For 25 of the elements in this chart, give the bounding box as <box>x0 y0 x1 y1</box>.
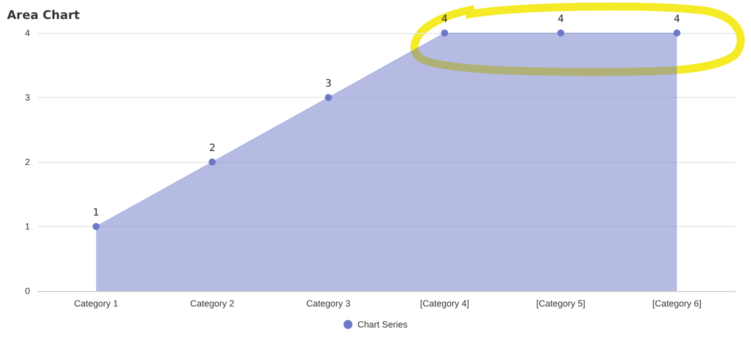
x-tick-label: Category 1 <box>74 298 118 308</box>
legend-label: Chart Series <box>357 320 408 330</box>
x-tick-label: Category 2 <box>190 298 234 308</box>
y-tick-label: 2 <box>24 157 30 167</box>
y-tick-label: 3 <box>24 92 30 102</box>
data-label: 3 <box>325 78 332 90</box>
chart-title: Area Chart <box>7 8 80 22</box>
point <box>557 30 564 36</box>
data-label: 4 <box>674 14 680 25</box>
point <box>441 30 448 36</box>
x-tick-label: [Category 6] <box>652 298 702 308</box>
y-tick-label: 1 <box>24 222 30 232</box>
point <box>92 223 100 230</box>
x-tick-label: [Category 4] <box>420 298 470 308</box>
data-label: 4 <box>558 14 564 25</box>
y-tick-label: 4 <box>24 28 30 38</box>
x-tick-label: [Category 5] <box>536 298 586 308</box>
point <box>673 30 680 36</box>
x-tick-label: Category 3 <box>306 298 350 308</box>
y-tick-label: 0 <box>24 286 30 296</box>
point <box>208 158 216 166</box>
point <box>324 94 332 101</box>
data-label: 2 <box>209 143 216 154</box>
data-label: 4 <box>441 14 448 25</box>
data-label: 1 <box>92 208 100 218</box>
